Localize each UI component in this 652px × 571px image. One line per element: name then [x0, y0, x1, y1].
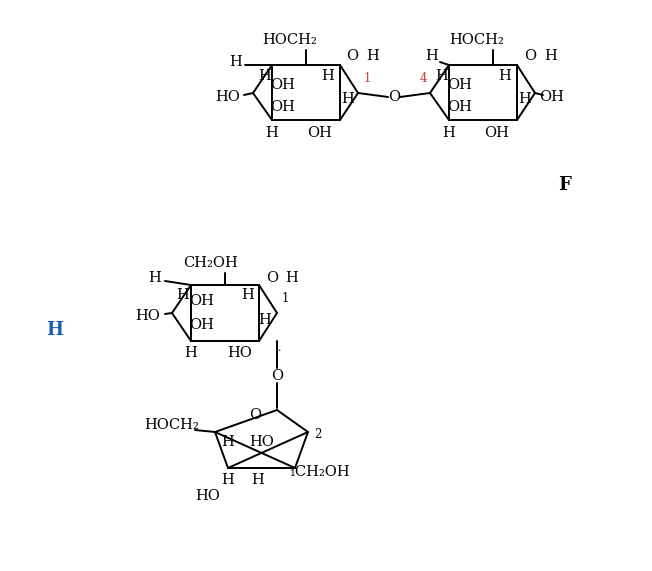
Text: H: H [259, 313, 271, 327]
Text: OH: OH [271, 78, 295, 92]
Text: ₁CH₂OH: ₁CH₂OH [289, 465, 350, 479]
Text: H: H [426, 49, 438, 63]
Text: OH: OH [447, 100, 473, 114]
Text: H: H [443, 126, 455, 140]
Text: H: H [185, 346, 198, 360]
Text: HO: HO [250, 435, 274, 449]
Text: HO: HO [216, 90, 241, 104]
Text: O: O [271, 369, 283, 383]
Text: OH: OH [271, 100, 295, 114]
Text: O: O [346, 49, 358, 63]
Text: O: O [249, 408, 261, 422]
Text: 4: 4 [419, 71, 427, 85]
Text: H: H [242, 288, 254, 302]
Text: HOCH₂: HOCH₂ [145, 418, 200, 432]
Text: H: H [436, 69, 449, 83]
Text: H: H [46, 321, 63, 339]
Text: H: H [544, 49, 557, 63]
Text: 1: 1 [363, 71, 371, 85]
Text: O: O [524, 49, 536, 63]
Text: OH: OH [447, 78, 473, 92]
Text: H: H [265, 126, 278, 140]
Text: OH: OH [540, 90, 565, 104]
Text: 2: 2 [314, 428, 321, 441]
Text: H: H [222, 473, 234, 487]
Text: HO: HO [136, 309, 160, 323]
Text: OH: OH [190, 294, 215, 308]
Text: H: H [149, 271, 162, 285]
Text: HO: HO [228, 346, 252, 360]
Text: O: O [388, 90, 400, 104]
Text: CH₂OH: CH₂OH [183, 256, 237, 270]
Text: OH: OH [484, 126, 509, 140]
Text: HOCH₂: HOCH₂ [263, 33, 318, 47]
Text: HOCH₂: HOCH₂ [450, 33, 505, 47]
Text: H: H [259, 69, 271, 83]
Text: H: H [321, 69, 334, 83]
Text: H: H [230, 55, 243, 69]
Text: F: F [559, 176, 571, 194]
Text: .: . [278, 343, 282, 353]
Text: H: H [252, 473, 264, 487]
Text: H: H [366, 49, 379, 63]
Text: H: H [286, 271, 299, 285]
Text: HO: HO [196, 489, 220, 503]
Text: OH: OH [190, 318, 215, 332]
Text: H: H [222, 435, 234, 449]
Text: OH: OH [308, 126, 333, 140]
Text: H: H [518, 92, 531, 106]
Text: H: H [342, 92, 355, 106]
Text: 1: 1 [281, 292, 289, 305]
Text: O: O [266, 271, 278, 285]
Text: H: H [499, 69, 511, 83]
Text: H: H [177, 288, 189, 302]
